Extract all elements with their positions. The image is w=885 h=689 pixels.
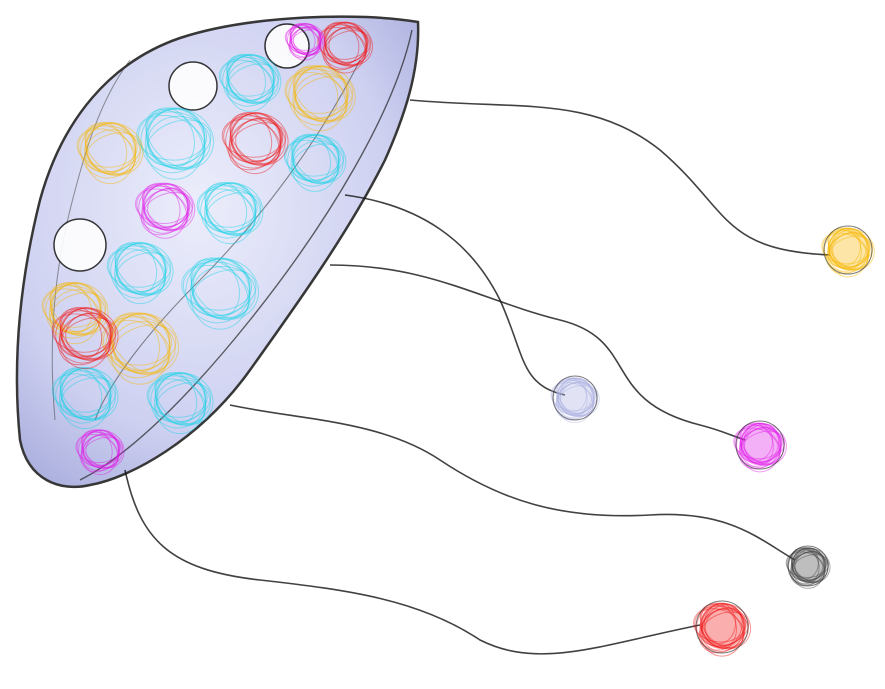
lavender-bulb [550,375,600,424]
lavender-bulb-strokes [550,377,600,424]
tentacles [124,99,831,655]
tentacle-3 [329,264,746,441]
red-cluster-2 [221,111,289,175]
white-cluster-3 [53,218,107,272]
tentacle-1 [409,99,831,256]
cyan-cluster-4 [106,241,174,305]
white-cluster-1 [264,23,310,69]
red-bulb-strokes [693,602,752,657]
cyan-cluster-6 [51,366,119,430]
cyan-cluster-8 [196,181,264,245]
yellow-cluster-3 [41,281,109,345]
magenta-bulb [733,420,787,473]
magenta-cluster-2 [284,22,326,61]
tentacle-5 [124,469,701,655]
cyan-cluster-5 [181,257,259,330]
yellow-cluster-2 [76,121,144,185]
cyan-cluster-3 [283,133,347,192]
magenta-bulb-strokes [733,422,787,473]
tentacle-2 [344,194,566,396]
yellow-cluster-4 [101,312,179,385]
yellow-cluster-1 [284,65,356,132]
cyan-cluster-1 [136,107,214,180]
white-cluster-2 [168,61,218,111]
red-bulb [693,600,752,657]
cyan-cluster-2 [218,53,282,112]
gray-bulb-strokes [785,547,831,589]
gray-bulb [785,545,831,589]
magenta-cluster-1 [135,182,196,239]
cyan-cluster-7 [146,371,214,435]
magenta-cluster-3 [75,429,125,476]
red-cluster-3 [51,306,119,370]
tentacle-4 [229,404,796,561]
yellow-bulb [821,225,875,278]
jellyfish-dome [15,15,420,489]
red-cluster-1 [317,21,373,74]
